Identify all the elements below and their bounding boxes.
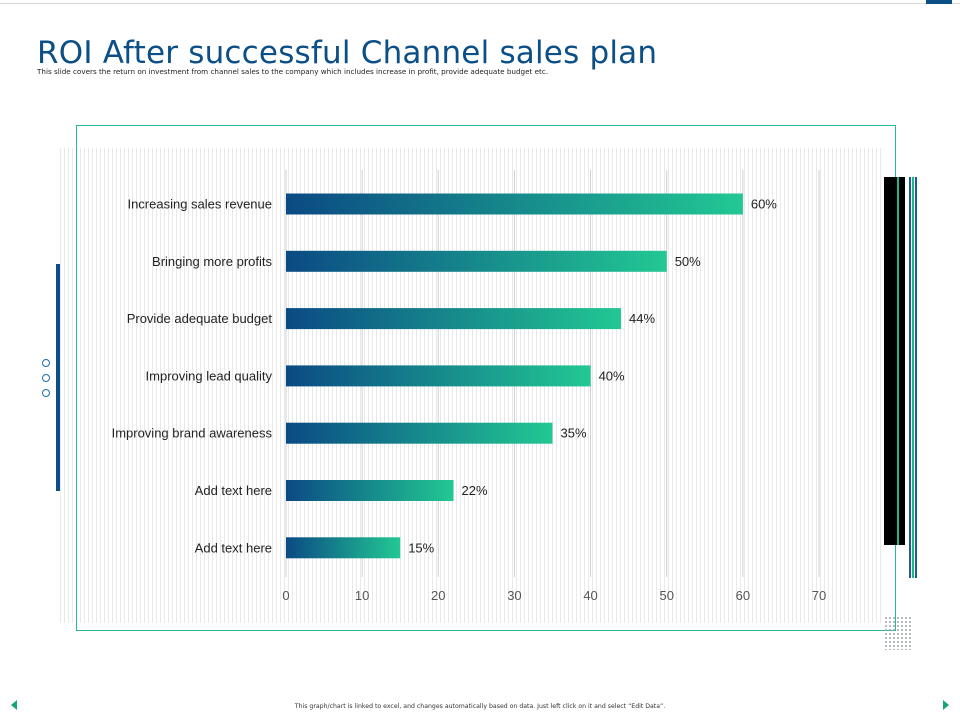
x-tick-label: 50 xyxy=(659,588,673,603)
x-tick-label: 70 xyxy=(812,588,826,603)
data-label: 50% xyxy=(675,254,701,269)
category-label: Improving brand awareness xyxy=(112,426,273,441)
bar xyxy=(286,537,401,559)
data-label: 40% xyxy=(599,368,625,383)
x-tick-label: 40 xyxy=(583,588,597,603)
black-side-bar xyxy=(884,177,905,545)
previous-slide-icon[interactable] xyxy=(11,700,17,710)
category-label: Add text here xyxy=(195,483,272,498)
x-tick-label: 0 xyxy=(282,588,289,603)
category-label: Bringing more profits xyxy=(152,254,272,269)
data-label: 44% xyxy=(629,311,655,326)
x-tick-label: 60 xyxy=(736,588,750,603)
category-label: Increasing sales revenue xyxy=(127,197,272,212)
x-tick-label: 10 xyxy=(355,588,369,603)
data-label: 22% xyxy=(462,483,488,498)
x-tick-label: 20 xyxy=(431,588,445,603)
bar xyxy=(286,250,667,272)
bar xyxy=(286,308,622,330)
next-slide-icon[interactable] xyxy=(943,700,949,710)
data-label: 15% xyxy=(408,540,434,555)
top-accent-bar xyxy=(926,0,952,4)
bar xyxy=(286,480,454,501)
bar xyxy=(286,422,553,444)
bar xyxy=(286,365,591,387)
category-label: Add text here xyxy=(195,540,272,555)
footer-note: This graph/chart is linked to excel, and… xyxy=(294,703,666,710)
dotted-pattern xyxy=(884,616,912,650)
bar xyxy=(286,193,743,215)
data-label: 60% xyxy=(751,197,777,212)
data-label: 35% xyxy=(561,426,587,441)
category-label: Improving lead quality xyxy=(146,368,273,383)
decorative-dot xyxy=(42,389,50,397)
category-label: Provide adequate budget xyxy=(127,311,273,326)
slide-subtitle: This slide covers the return on investme… xyxy=(37,67,549,76)
left-accent-bar xyxy=(56,264,60,491)
decorative-dot xyxy=(42,359,50,367)
slide-title: ROI After successful Channel sales plan xyxy=(37,34,658,71)
decorative-dot xyxy=(42,374,50,382)
side-thin-lines xyxy=(909,177,917,578)
top-rule xyxy=(0,3,960,4)
x-tick-label: 30 xyxy=(507,588,521,603)
